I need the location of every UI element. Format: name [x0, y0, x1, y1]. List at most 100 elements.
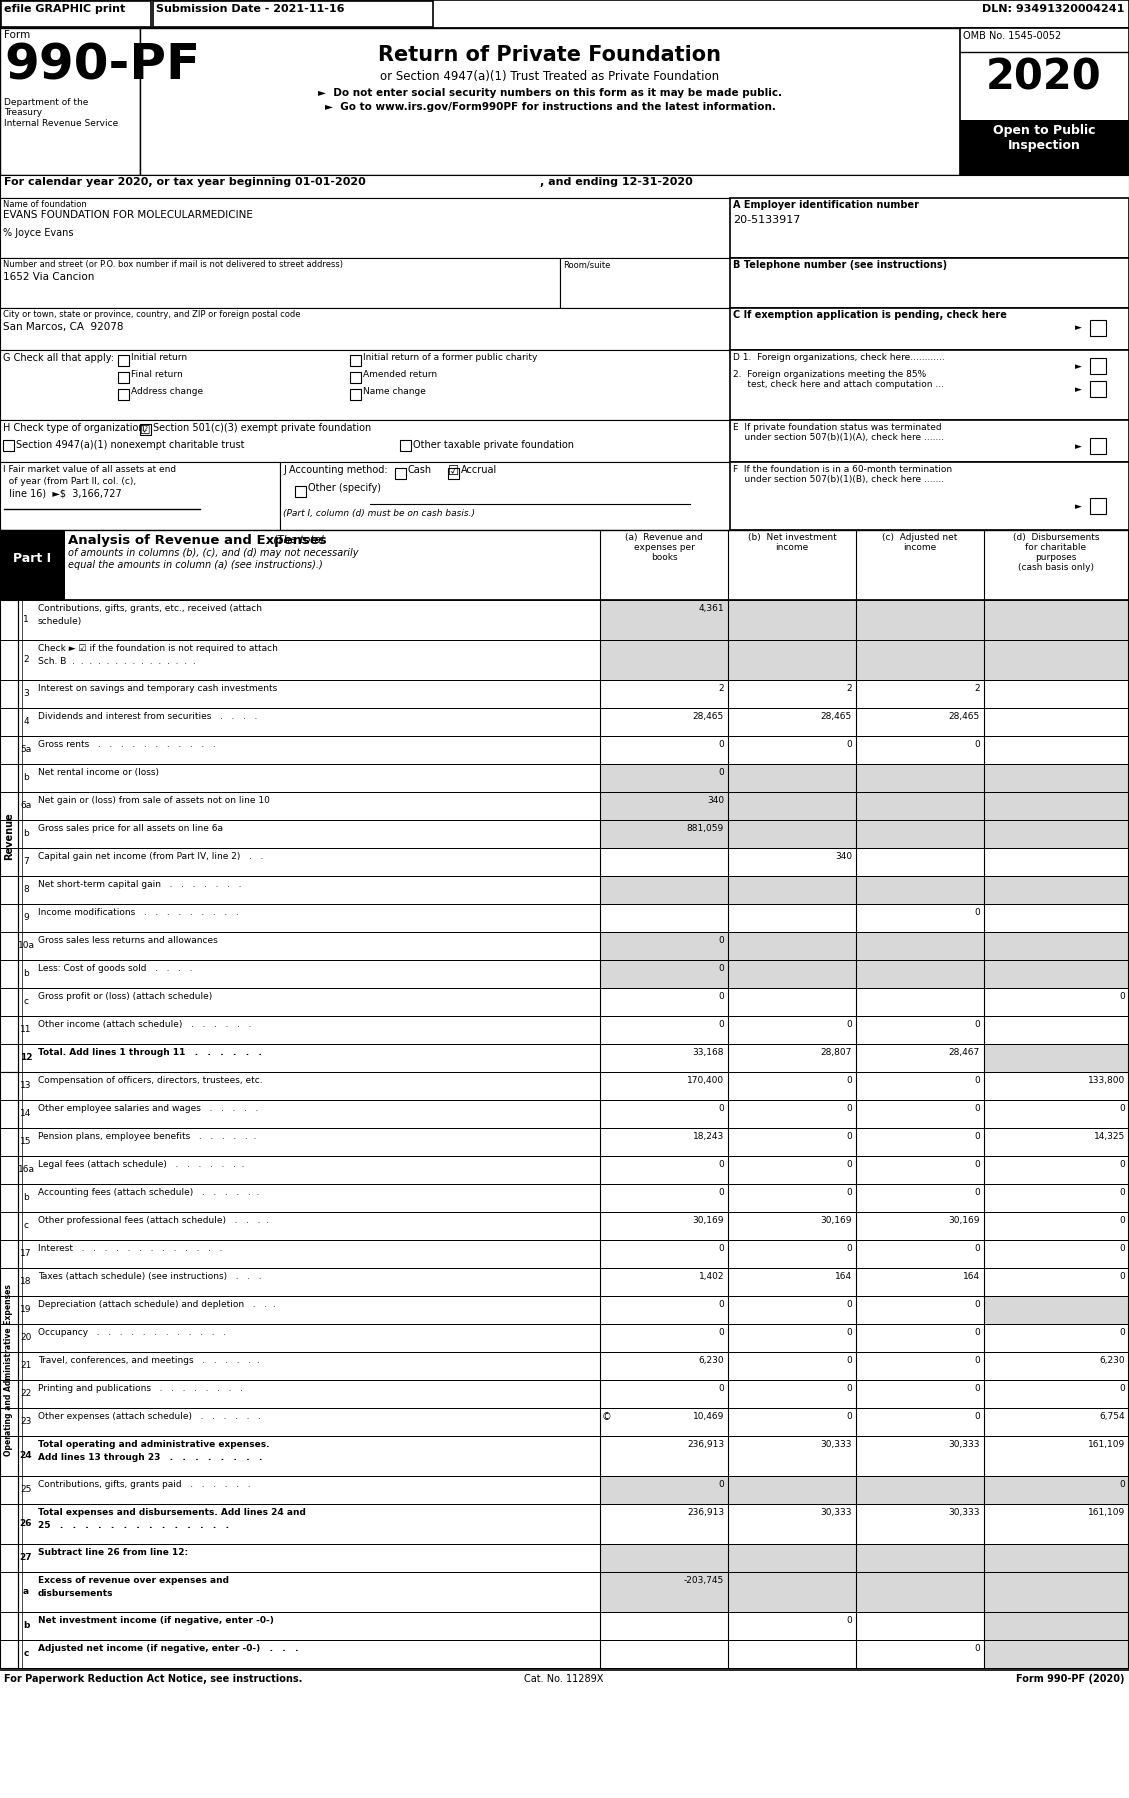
Bar	[0, 0, 1129, 29]
Bar	[18, 1437, 599, 1476]
Bar	[18, 1212, 599, 1241]
Bar	[18, 1127, 21, 1156]
Text: (The total: (The total	[270, 534, 324, 545]
Bar	[984, 1381, 1129, 1408]
Text: Name change: Name change	[364, 387, 426, 396]
Bar	[856, 1072, 984, 1100]
Text: 0: 0	[847, 1075, 852, 1084]
Text: 0: 0	[718, 937, 724, 946]
Text: b: b	[23, 969, 29, 978]
Bar	[18, 820, 21, 849]
Bar	[984, 1571, 1129, 1613]
Text: ☑: ☑	[448, 466, 460, 478]
Text: b: b	[23, 773, 29, 782]
Text: Interest on savings and temporary cash investments: Interest on savings and temporary cash i…	[38, 683, 278, 692]
Text: ►  Go to www.irs.gov/Form990PF for instructions and the latest information.: ► Go to www.irs.gov/Form990PF for instru…	[324, 102, 776, 111]
Bar	[856, 876, 984, 904]
Text: 12: 12	[19, 1054, 33, 1063]
Bar	[350, 354, 361, 367]
Bar	[984, 708, 1129, 735]
Bar	[400, 441, 411, 451]
Bar	[18, 820, 599, 849]
Text: 0: 0	[974, 1300, 980, 1309]
Bar	[599, 708, 728, 735]
Text: 24: 24	[19, 1451, 33, 1460]
Bar	[18, 1381, 599, 1408]
Text: City or town, state or province, country, and ZIP or foreign postal code: City or town, state or province, country…	[3, 309, 300, 318]
Text: Net short-term capital gain   .   .   .   .   .   .   .: Net short-term capital gain . . . . . . …	[38, 879, 242, 888]
Bar	[18, 1241, 21, 1268]
Bar	[599, 680, 728, 708]
Text: 30,333: 30,333	[821, 1509, 852, 1518]
Text: for charitable: for charitable	[1025, 543, 1086, 552]
Text: 26: 26	[19, 1519, 33, 1528]
Bar	[0, 174, 1129, 198]
Text: 0: 0	[718, 992, 724, 1001]
Bar	[18, 931, 21, 960]
Bar	[728, 876, 856, 904]
Bar	[448, 467, 460, 478]
Text: 0: 0	[1119, 1329, 1124, 1338]
Text: Excess of revenue over expenses and: Excess of revenue over expenses and	[38, 1577, 229, 1586]
Bar	[599, 987, 728, 1016]
Bar	[984, 1016, 1129, 1045]
Bar	[1089, 320, 1106, 336]
Bar	[18, 1503, 21, 1544]
Bar	[984, 1156, 1129, 1185]
Text: 6a: 6a	[20, 802, 32, 811]
Bar	[18, 1640, 21, 1669]
Text: 0: 0	[847, 1244, 852, 1253]
Bar	[599, 1127, 728, 1156]
Text: Other income (attach schedule)   .   .   .   .   .   .: Other income (attach schedule) . . . . .…	[38, 1019, 252, 1028]
Bar	[856, 1100, 984, 1127]
Text: 9: 9	[23, 913, 29, 922]
Text: Cash: Cash	[408, 466, 432, 475]
Text: 0: 0	[847, 1133, 852, 1142]
Bar	[856, 1503, 984, 1544]
Bar	[599, 1613, 728, 1640]
Bar	[728, 1544, 856, 1571]
Text: ☑: ☑	[140, 424, 150, 437]
Text: c: c	[24, 1221, 28, 1230]
Bar	[984, 680, 1129, 708]
Bar	[18, 1296, 21, 1323]
Text: 164: 164	[834, 1271, 852, 1280]
Bar	[984, 1437, 1129, 1476]
Bar	[599, 1268, 728, 1296]
Text: Contributions, gifts, grants paid   .   .   .   .   .   .: Contributions, gifts, grants paid . . . …	[38, 1480, 251, 1489]
Bar	[599, 1156, 728, 1185]
Text: Operating and Administrative Expenses: Operating and Administrative Expenses	[5, 1284, 14, 1456]
Bar	[856, 1045, 984, 1072]
Text: Other expenses (attach schedule)   .   .   .   .   .   .: Other expenses (attach schedule) . . . .…	[38, 1411, 261, 1420]
Bar	[856, 904, 984, 931]
Text: Submission Date - 2021-11-16: Submission Date - 2021-11-16	[156, 4, 344, 14]
Bar	[984, 1268, 1129, 1296]
Text: 6,230: 6,230	[699, 1356, 724, 1365]
Bar	[730, 462, 1129, 530]
Text: c: c	[24, 998, 28, 1007]
Text: 6,754: 6,754	[1100, 1411, 1124, 1420]
Bar	[984, 1323, 1129, 1352]
Text: 0: 0	[718, 741, 724, 750]
Bar	[18, 1408, 21, 1437]
Text: 19: 19	[20, 1305, 32, 1314]
Bar	[856, 791, 984, 820]
Text: Occupancy   .   .   .   .   .   .   .   .   .   .   .   .: Occupancy . . . . . . . . . . . .	[38, 1329, 226, 1338]
Bar	[18, 1185, 21, 1212]
Bar	[984, 640, 1129, 680]
Text: 0: 0	[1119, 1188, 1124, 1197]
Bar	[18, 1100, 21, 1127]
Bar	[18, 1381, 21, 1408]
Bar	[856, 1212, 984, 1241]
Text: 0: 0	[974, 1133, 980, 1142]
Text: ►: ►	[1075, 324, 1082, 333]
Text: 0: 0	[718, 1104, 724, 1113]
Text: 2: 2	[847, 683, 852, 692]
Text: 0: 0	[1119, 1271, 1124, 1280]
Text: 30,333: 30,333	[948, 1509, 980, 1518]
Bar	[18, 960, 21, 987]
Bar	[18, 680, 599, 708]
Bar	[728, 849, 856, 876]
Text: 5a: 5a	[20, 746, 32, 755]
Text: b: b	[23, 1194, 29, 1203]
